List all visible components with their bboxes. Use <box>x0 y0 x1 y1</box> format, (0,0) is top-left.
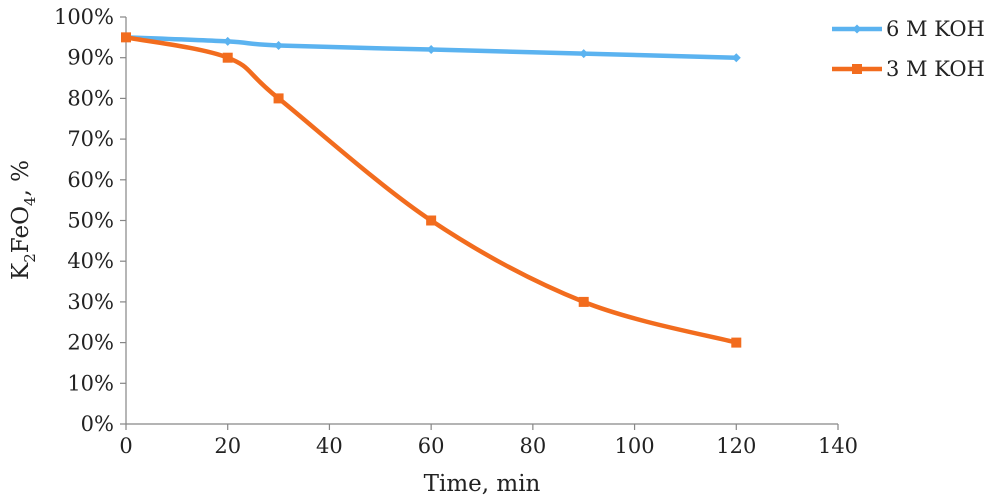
data-point-3-m-koh <box>273 93 284 104</box>
plot-area: 0% 10% 20% 30% 40% 50% 60% 70% 80% 90% 100% 0 20 40 60… <box>54 5 858 458</box>
x-tick-label: 0 <box>119 434 132 458</box>
y-tick-label: 20% <box>67 331 114 355</box>
data-point-3-m-koh <box>426 215 437 226</box>
x-tick-label: 40 <box>316 434 343 458</box>
data-point-6-m-koh <box>579 49 589 59</box>
data-point-3-m-koh <box>731 337 742 348</box>
x-tick-label: 60 <box>418 434 445 458</box>
data-point-6-m-koh <box>223 36 233 46</box>
legend: 6 M KOH 3 M KOH <box>832 17 985 81</box>
data-point-6-m-koh <box>274 40 284 50</box>
y-tick-label: 40% <box>67 249 114 273</box>
y-axis-title-tail: , % <box>8 160 34 196</box>
y-tick-label: 60% <box>67 168 114 192</box>
x-tick-label: 120 <box>716 434 756 458</box>
series-line-3-m-koh <box>123 35 739 345</box>
legend-marker-3-m-koh <box>852 64 862 74</box>
y-tick-label: 0% <box>81 412 114 436</box>
data-point-3-m-koh <box>121 32 131 43</box>
y-axis-title-sub1: 2 <box>21 253 39 263</box>
y-axis-title-mid: FeO <box>8 206 34 253</box>
x-tick-label: 100 <box>615 434 655 458</box>
y-axis-title: K2FeO4, % <box>8 160 39 280</box>
y-tick-label: 80% <box>67 86 114 110</box>
data-point-6-m-koh <box>731 53 741 63</box>
y-tick-label: 100% <box>54 5 114 29</box>
x-tick-label: 80 <box>519 434 546 458</box>
legend-label-6-m-koh: 6 M KOH <box>886 17 985 41</box>
series-layer <box>121 32 742 348</box>
y-tick-label: 10% <box>67 371 114 395</box>
y-tick-label: 90% <box>67 46 114 70</box>
x-tick-label: 140 <box>818 434 858 458</box>
data-point-6-m-koh <box>426 45 436 55</box>
y-axis-title-k: K <box>8 262 34 280</box>
y-tick-label: 50% <box>67 209 114 233</box>
data-point-3-m-koh <box>578 296 589 307</box>
x-tick-label: 20 <box>214 434 241 458</box>
x-axis-title: Time, min <box>424 471 541 497</box>
legend-marker-6-m-koh <box>852 24 862 34</box>
data-point-3-m-koh <box>222 52 233 63</box>
y-axis-title-sub2: 4 <box>21 197 39 207</box>
y-tick-label: 30% <box>67 290 114 314</box>
y-tick-label: 70% <box>67 127 114 151</box>
legend-label-3-m-koh: 3 M KOH <box>886 57 985 81</box>
